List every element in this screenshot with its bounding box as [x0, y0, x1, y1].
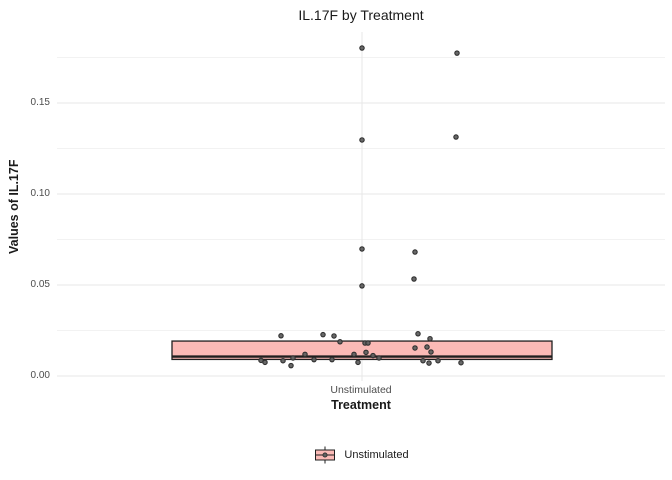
data-point [458, 359, 464, 366]
data-point [424, 344, 430, 350]
data-point [453, 134, 459, 140]
y-tick-label: 0.05 [30, 279, 50, 290]
data-point [420, 357, 426, 364]
data-point [359, 45, 365, 51]
data-point [376, 355, 382, 361]
data-point [359, 246, 365, 252]
x-axis-title: Treatment [331, 398, 391, 412]
data-point [426, 360, 432, 366]
data-point [359, 137, 365, 143]
data-point [290, 355, 296, 361]
data-point [415, 331, 421, 337]
data-point [365, 340, 371, 346]
data-point [351, 351, 357, 358]
chart-title: IL.17F by Treatment [298, 7, 424, 23]
y-tick-label: 0.10 [30, 188, 50, 199]
legend: Unstimulated [57, 444, 665, 466]
data-point [454, 50, 460, 56]
data-point [363, 349, 369, 356]
data-point [412, 249, 418, 255]
data-point [359, 283, 365, 289]
data-point [411, 276, 417, 282]
data-point [329, 356, 335, 363]
data-point [280, 357, 286, 364]
data-point [288, 362, 294, 369]
y-tick-label: 0.00 [30, 370, 50, 381]
data-point [278, 333, 284, 339]
legend-label: Unstimulated [344, 449, 409, 461]
data-point [302, 351, 308, 358]
data-point [435, 357, 441, 364]
data-point [262, 359, 268, 366]
data-point [337, 339, 343, 345]
boxplot-box [171, 340, 553, 361]
data-point [320, 331, 326, 338]
y-tick-label: 0.15 [30, 97, 50, 108]
data-point [370, 352, 376, 359]
data-point [311, 356, 317, 363]
boxplot-legend-key-icon [315, 446, 336, 464]
data-point [412, 345, 418, 351]
data-point [428, 349, 434, 355]
data-point [331, 333, 337, 339]
data-point [355, 359, 361, 366]
data-point [427, 335, 433, 342]
x-axis-tick-label: Unstimulated [330, 384, 392, 396]
